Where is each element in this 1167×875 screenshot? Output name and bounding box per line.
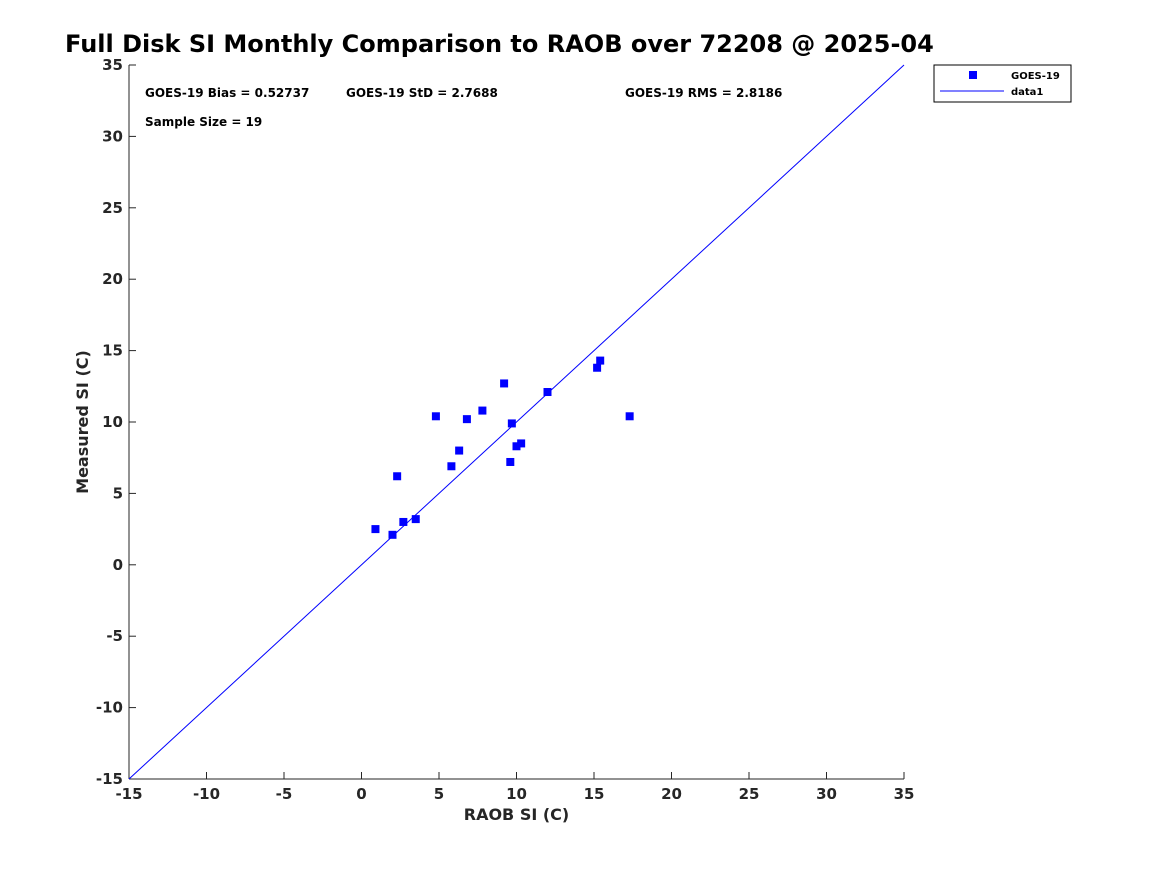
y-axis-label: Measured SI (C) (73, 350, 92, 494)
data-point (431, 412, 440, 421)
data-point (447, 462, 456, 471)
data-point (371, 525, 380, 534)
y-tick-label: 30 (102, 127, 123, 145)
series-line-data1 (128, 64, 905, 780)
x-tick-label: -10 (193, 785, 220, 803)
y-axis-ticks: -15 -10 -5 0 5 10 15 20 25 30 35 (96, 56, 136, 788)
data-point (455, 446, 464, 455)
x-tick-label: 10 (506, 785, 527, 803)
y-tick-label: -10 (96, 699, 123, 717)
data-point (393, 472, 402, 481)
x-axis-label: RAOB SI (C) (464, 805, 569, 824)
data-point (512, 442, 521, 451)
x-tick-label: 25 (739, 785, 760, 803)
sample-size-stat: Sample Size = 19 (145, 115, 262, 129)
rms-stat: GOES-19 RMS = 2.8186 (625, 86, 782, 100)
data-point (411, 515, 420, 524)
bias-stat: GOES-19 Bias = 0.52737 (145, 86, 309, 100)
y-tick-label: -15 (96, 770, 123, 788)
x-tick-label: 5 (434, 785, 444, 803)
data-point (399, 517, 408, 526)
chart-title: Full Disk SI Monthly Comparison to RAOB … (65, 30, 934, 58)
data-point (506, 457, 515, 466)
y-tick-label: 35 (102, 56, 123, 74)
x-tick-label: -5 (276, 785, 293, 803)
x-axis-ticks: -15 -10 -5 0 5 10 15 20 25 30 35 (115, 772, 914, 803)
data-point (543, 388, 552, 397)
legend: GOES-19 data1 (933, 64, 1072, 103)
y-tick-label: 0 (113, 556, 123, 574)
y-tick-label: 20 (102, 270, 123, 288)
data-point (517, 439, 526, 448)
std-stat: GOES-19 StD = 2.7688 (346, 86, 498, 100)
legend-box (933, 64, 1072, 103)
y-tick-label: 15 (102, 342, 123, 360)
x-tick-label: -15 (115, 785, 142, 803)
data-point (596, 356, 605, 365)
data-point (500, 379, 509, 388)
x-tick-label: 15 (584, 785, 605, 803)
y-tick-label: 5 (113, 484, 123, 502)
x-tick-label: 0 (356, 785, 366, 803)
legend-label-goes19: GOES-19 (1011, 71, 1060, 82)
x-tick-label: 20 (661, 785, 682, 803)
x-tick-label: 35 (894, 785, 915, 803)
series-layer (128, 64, 905, 780)
y-tick-label: 10 (102, 413, 123, 431)
y-tick-label: -5 (106, 627, 123, 645)
data-point (507, 419, 516, 428)
legend-marker-goes19 (969, 71, 977, 79)
x-tick-label: 30 (816, 785, 837, 803)
data-point (462, 415, 471, 424)
y-tick-label: 25 (102, 199, 123, 217)
data-point (478, 406, 487, 415)
data-point (625, 412, 634, 421)
data-point (593, 363, 602, 372)
legend-label-data1: data1 (1011, 87, 1043, 98)
data-point (388, 530, 397, 539)
